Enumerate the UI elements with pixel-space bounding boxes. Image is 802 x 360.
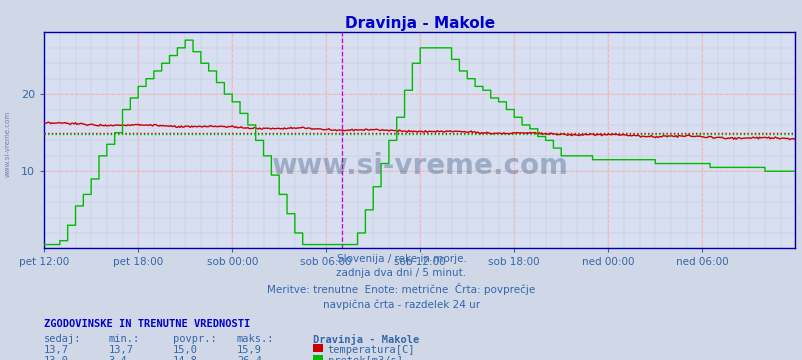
Text: 15,9: 15,9	[237, 345, 261, 355]
Text: povpr.:: povpr.:	[172, 334, 216, 344]
Text: 13,7: 13,7	[44, 345, 69, 355]
Text: www.si-vreme.com: www.si-vreme.com	[5, 111, 11, 177]
Text: maks.:: maks.:	[237, 334, 274, 344]
Text: Dravinja - Makole: Dravinja - Makole	[313, 334, 419, 345]
Text: www.si-vreme.com: www.si-vreme.com	[271, 152, 567, 180]
Text: Slovenija / reke in morje.
zadnja dva dni / 5 minut.
Meritve: trenutne  Enote: m: Slovenija / reke in morje. zadnja dva dn…	[267, 254, 535, 310]
Text: ZGODOVINSKE IN TRENUTNE VREDNOSTI: ZGODOVINSKE IN TRENUTNE VREDNOSTI	[44, 319, 250, 329]
Text: 14,8: 14,8	[172, 356, 197, 360]
Title: Dravinja - Makole: Dravinja - Makole	[344, 16, 494, 31]
Text: 3,4: 3,4	[108, 356, 127, 360]
Text: 15,0: 15,0	[172, 345, 197, 355]
Text: temperatura[C]: temperatura[C]	[327, 345, 415, 355]
Text: sedaj:: sedaj:	[44, 334, 82, 344]
Text: 13,7: 13,7	[108, 345, 133, 355]
Text: pretok[m3/s]: pretok[m3/s]	[327, 356, 402, 360]
Text: min.:: min.:	[108, 334, 140, 344]
Text: 13,0: 13,0	[44, 356, 69, 360]
Text: 26,4: 26,4	[237, 356, 261, 360]
